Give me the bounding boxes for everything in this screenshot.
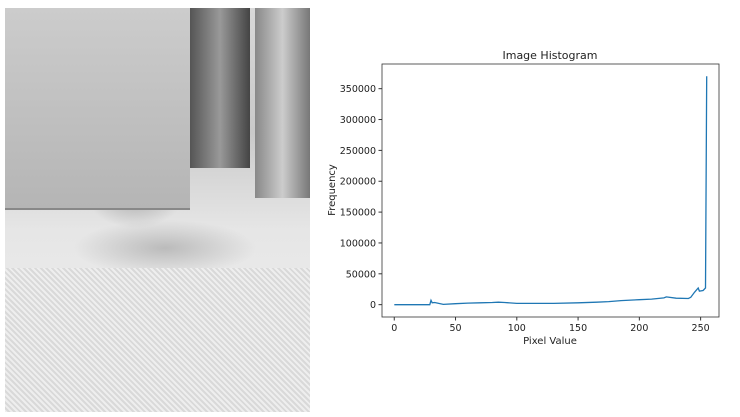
- floor: [5, 268, 310, 412]
- x-tick-label: 100: [508, 323, 526, 334]
- x-axis-label: Pixel Value: [523, 336, 577, 347]
- y-tick-label: 300000: [340, 115, 376, 126]
- x-tick-label: 0: [391, 323, 397, 334]
- x-tick-label: 250: [692, 323, 710, 334]
- y-tick-label: 150000: [340, 208, 376, 219]
- histogram-line: [394, 76, 708, 306]
- y-tick-label: 100000: [340, 238, 376, 249]
- carved-panel: [5, 8, 190, 210]
- x-tick-label: 200: [630, 323, 648, 334]
- y-tick-label: 200000: [340, 177, 376, 188]
- dog-photo: [5, 8, 310, 412]
- statue: [255, 8, 310, 198]
- y-axis-label: Frequency: [327, 164, 338, 216]
- y-tick-label: 0: [370, 300, 376, 311]
- pillar: [190, 8, 250, 168]
- chart-title: Image Histogram: [502, 49, 597, 62]
- x-tick-label: 50: [449, 323, 461, 334]
- y-tick-label: 350000: [340, 84, 376, 95]
- x-tick-label: 150: [569, 323, 587, 334]
- axes-frame: [381, 63, 720, 318]
- y-tick-label: 250000: [340, 146, 376, 157]
- y-tick-label: 50000: [346, 269, 376, 280]
